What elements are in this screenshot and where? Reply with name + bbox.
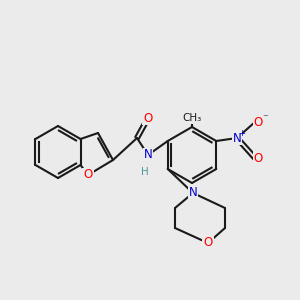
Text: O: O bbox=[254, 152, 262, 164]
Text: O: O bbox=[143, 112, 153, 124]
Text: N: N bbox=[189, 187, 197, 200]
Text: N: N bbox=[232, 131, 242, 145]
Text: ⁻: ⁻ bbox=[262, 113, 268, 123]
Text: O: O bbox=[254, 116, 262, 128]
Text: H: H bbox=[141, 167, 149, 177]
Text: +: + bbox=[238, 128, 245, 137]
Text: N: N bbox=[144, 148, 152, 161]
Text: CH₃: CH₃ bbox=[182, 113, 202, 123]
Text: O: O bbox=[83, 169, 93, 182]
Text: O: O bbox=[203, 236, 213, 250]
